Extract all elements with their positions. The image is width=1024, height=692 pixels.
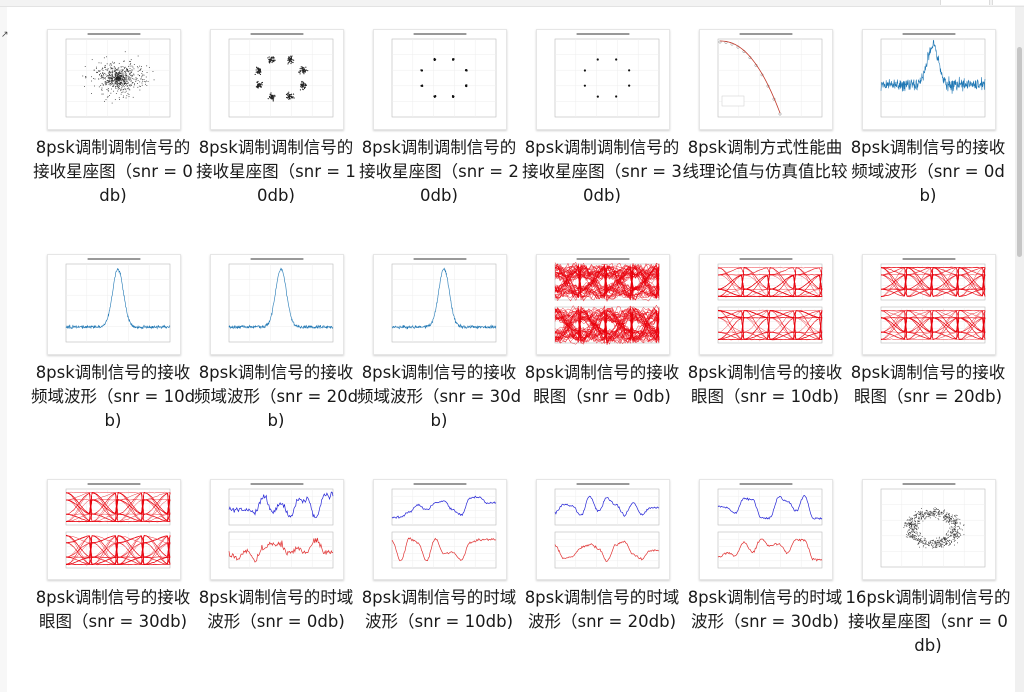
file-item[interactable]: 8psk调制调制信号的接收星座图（snr = 30db) — [511, 24, 682, 234]
file-name[interactable]: 8psk调制调制信号的接收星座图（snr = 10db) — [196, 138, 356, 205]
file-thumbnail[interactable] — [699, 254, 833, 355]
file-thumbnail[interactable] — [210, 254, 344, 355]
file-item[interactable]: 8psk调制信号的时域波形（snr = 0db) — [185, 474, 353, 684]
file-thumbnail[interactable] — [862, 254, 996, 355]
file-thumbnail[interactable] — [373, 29, 507, 130]
file-name[interactable]: 8psk调制信号的接收频域波形（snr = 30db) — [356, 363, 522, 430]
vertical-scrollbar[interactable] — [1015, 7, 1024, 692]
file-name[interactable]: 8psk调制信号的时域波形（snr = 0db) — [198, 588, 354, 631]
file-item[interactable]: 8psk调制信号的接收频域波形（snr = 30db) — [348, 249, 521, 459]
file-name[interactable]: 8psk调制调制信号的接收星座图（snr = 30db) — [522, 138, 682, 205]
file-item[interactable]: 8psk调制方式性能曲线理论值与仿真值比较 — [674, 24, 848, 234]
file-name[interactable]: 16psk调制调制信号的接收星座图（snr = 0db) — [845, 588, 1011, 655]
file-item[interactable]: 8psk调制信号的时域波形（snr = 10db) — [348, 474, 516, 684]
file-item[interactable]: 8psk调制信号的接收眼图（snr = 30db) — [22, 474, 190, 684]
file-item[interactable]: 8psk调制信号的接收频域波形（snr = 10db) — [22, 249, 195, 459]
file-thumbnail[interactable] — [210, 29, 344, 130]
file-thumbnail[interactable] — [47, 479, 181, 580]
file-name[interactable]: 8psk调制调制信号的接收星座图（snr = 20db) — [359, 138, 519, 205]
file-thumbnail[interactable] — [862, 29, 996, 130]
file-thumbnail[interactable] — [536, 29, 670, 130]
file-item[interactable]: 8psk调制信号的接收眼图（snr = 10db) — [674, 249, 842, 459]
window-tab-stub[interactable] — [940, 0, 990, 5]
file-item[interactable]: 8psk调制调制信号的接收星座图（snr = 20db) — [348, 24, 519, 234]
file-name[interactable]: 8psk调制信号的接收眼图（snr = 10db) — [687, 363, 843, 406]
file-thumbnail[interactable] — [373, 479, 507, 580]
file-thumbnail[interactable] — [47, 29, 181, 130]
file-name[interactable]: 8psk调制信号的接收频域波形（snr = 10db) — [30, 363, 196, 430]
file-name[interactable]: 8psk调制信号的时域波形（snr = 30db) — [687, 588, 843, 631]
file-item[interactable]: 8psk调制信号的接收频域波形（snr = 0db) — [837, 24, 1005, 234]
file-thumbnail[interactable] — [862, 479, 996, 580]
file-thumbnail[interactable] — [536, 254, 670, 355]
file-name[interactable]: 8psk调制信号的时域波形（snr = 20db) — [524, 588, 680, 631]
file-item[interactable]: 8psk调制信号的接收眼图（snr = 0db) — [511, 249, 679, 459]
file-name[interactable]: 8psk调制信号的接收眼图（snr = 0db) — [524, 363, 680, 406]
file-item[interactable]: 16psk调制调制信号的接收星座图（snr = 0db) — [837, 474, 1011, 684]
file-item[interactable]: 8psk调制调制信号的接收星座图（snr = 0db) — [22, 24, 193, 234]
window-top-strip — [0, 0, 1024, 7]
file-thumbnail[interactable] — [699, 29, 833, 130]
file-item[interactable]: 8psk调制信号的时域波形（snr = 30db) — [674, 474, 842, 684]
file-name[interactable]: 8psk调制调制信号的接收星座图（snr = 0db) — [33, 138, 193, 205]
file-thumbnail[interactable] — [699, 479, 833, 580]
file-name[interactable]: 8psk调制信号的接收频域波形（snr = 20db) — [193, 363, 359, 430]
file-thumbnail[interactable] — [373, 254, 507, 355]
file-name[interactable]: 8psk调制信号的时域波形（snr = 10db) — [361, 588, 517, 631]
file-name[interactable]: 8psk调制信号的接收眼图（snr = 20db) — [850, 363, 1006, 406]
navigation-pane-edge: ↗ — [0, 7, 9, 692]
file-item[interactable]: 8psk调制信号的接收频域波形（snr = 20db) — [185, 249, 358, 459]
file-name[interactable]: 8psk调制信号的接收眼图（snr = 30db) — [35, 588, 191, 631]
file-thumbnail[interactable] — [47, 254, 181, 355]
file-thumbnail[interactable] — [210, 479, 344, 580]
file-name[interactable]: 8psk调制信号的接收频域波形（snr = 0db) — [850, 138, 1006, 205]
file-thumbnail[interactable] — [536, 479, 670, 580]
scrollbar-thumb[interactable] — [1017, 47, 1022, 257]
file-item[interactable]: 8psk调制信号的接收眼图（snr = 20db) — [837, 249, 1005, 459]
file-item[interactable]: 8psk调制调制信号的接收星座图（snr = 10db) — [185, 24, 356, 234]
file-name[interactable]: 8psk调制方式性能曲线理论值与仿真值比较 — [682, 138, 848, 181]
window-tab-stub-2[interactable] — [992, 0, 1024, 5]
pane-arrow-icon[interactable]: ↗ — [1, 30, 9, 40]
file-item[interactable]: 8psk调制信号的时域波形（snr = 20db) — [511, 474, 679, 684]
